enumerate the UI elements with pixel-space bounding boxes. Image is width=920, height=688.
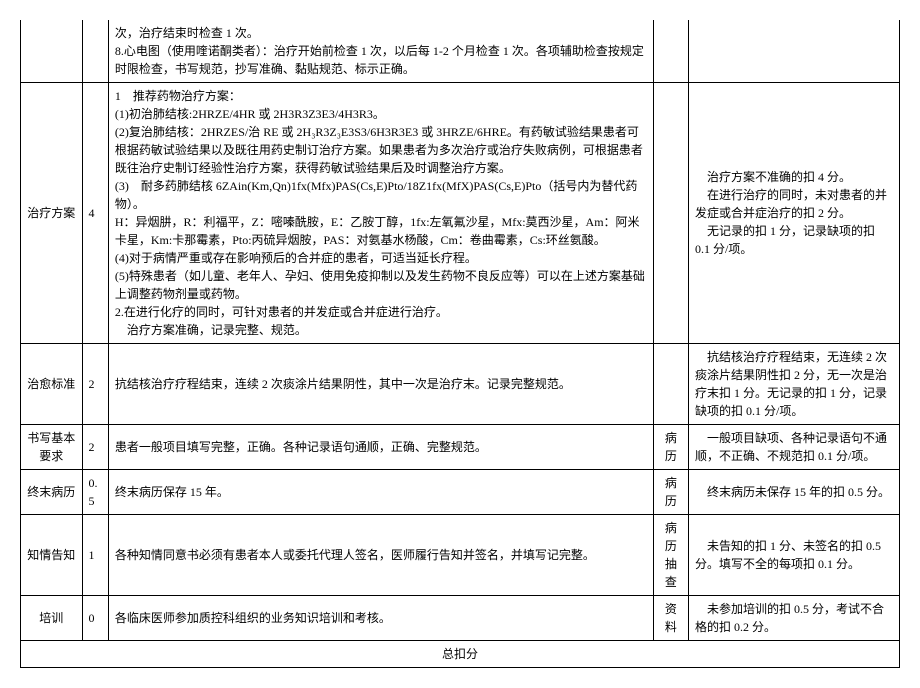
cell: 0 <box>82 596 108 641</box>
cell <box>82 20 108 83</box>
cell: 病 历抽查 <box>653 515 688 596</box>
cell: 病历 <box>653 470 688 515</box>
cell: 未参加培训的扣 0.5 分，考试不合格的扣 0.2 分。 <box>689 596 900 641</box>
cell: 治愈标准 <box>21 344 83 425</box>
cell: 抗结核治疗疗程结束，无连续 2 次痰涂片结果阴性扣 2 分，无一次是治疗末扣 1… <box>689 344 900 425</box>
cell: 各临床医师参加质控科组织的业务知识培训和考核。 <box>108 596 653 641</box>
cell: 0.5 <box>82 470 108 515</box>
table-row: 治疗方案41 推荐药物治疗方案：(1)初治肺结核:2HRZE/4HR 或 2H3… <box>21 83 900 344</box>
cell: 1 推荐药物治疗方案：(1)初治肺结核:2HRZE/4HR 或 2H3R3Z3E… <box>108 83 653 344</box>
cell: 书写基本要求 <box>21 425 83 470</box>
cell: 病历 <box>653 425 688 470</box>
table-row: 书写基本要求2患者一般项目填写完整，正确。各种记录语句通顺，正确、完整规范。病历… <box>21 425 900 470</box>
cell: 未告知的扣 1 分、未签名的扣 0.5 分。填写不全的每项扣 0.1 分。 <box>689 515 900 596</box>
cell: 终末病历保存 15 年。 <box>108 470 653 515</box>
cell <box>21 20 83 83</box>
cell: 治疗方案 <box>21 83 83 344</box>
cell <box>689 20 900 83</box>
assessment-table: 次，治疗结束时检查 1 次。8.心电图（使用喹诺酮类者）：治疗开始前检查 1 次… <box>20 20 900 668</box>
cell: 2 <box>82 425 108 470</box>
cell: 终末病历未保存 15 年的扣 0.5 分。 <box>689 470 900 515</box>
cell: 各种知情同意书必须有患者本人或委托代理人签名，医师履行告知并签名，并填写记完整。 <box>108 515 653 596</box>
cell: 1 <box>82 515 108 596</box>
cell: 终末病历 <box>21 470 83 515</box>
table-row: 次，治疗结束时检查 1 次。8.心电图（使用喹诺酮类者）：治疗开始前检查 1 次… <box>21 20 900 83</box>
table-row: 知情告知1各种知情同意书必须有患者本人或委托代理人签名，医师履行告知并签名，并填… <box>21 515 900 596</box>
cell: 培训 <box>21 596 83 641</box>
cell <box>653 20 688 83</box>
table-row: 治愈标准2抗结核治疗疗程结束，连续 2 次痰涂片结果阴性，其中一次是治疗末。记录… <box>21 344 900 425</box>
cell <box>653 344 688 425</box>
cell <box>653 83 688 344</box>
cell: 次，治疗结束时检查 1 次。8.心电图（使用喹诺酮类者）：治疗开始前检查 1 次… <box>108 20 653 83</box>
cell: 4 <box>82 83 108 344</box>
cell: 2 <box>82 344 108 425</box>
cell: 知情告知 <box>21 515 83 596</box>
cell: 一般项目缺项、各种记录语句不通顺，不正确、不规范扣 0.1 分/项。 <box>689 425 900 470</box>
footer-row: 总扣分 <box>21 641 900 668</box>
cell: 患者一般项目填写完整，正确。各种记录语句通顺，正确、完整规范。 <box>108 425 653 470</box>
cell: 资料 <box>653 596 688 641</box>
cell: 抗结核治疗疗程结束，连续 2 次痰涂片结果阴性，其中一次是治疗末。记录完整规范。 <box>108 344 653 425</box>
table-row: 培训0各临床医师参加质控科组织的业务知识培训和考核。资料 未参加培训的扣 0.5… <box>21 596 900 641</box>
footer-cell: 总扣分 <box>21 641 900 668</box>
table-row: 终末病历0.5终末病历保存 15 年。病历 终末病历未保存 15 年的扣 0.5… <box>21 470 900 515</box>
cell: 治疗方案不准确的扣 4 分。 在进行治疗的同时，未对患者的并发症或合并症治疗的扣… <box>689 83 900 344</box>
